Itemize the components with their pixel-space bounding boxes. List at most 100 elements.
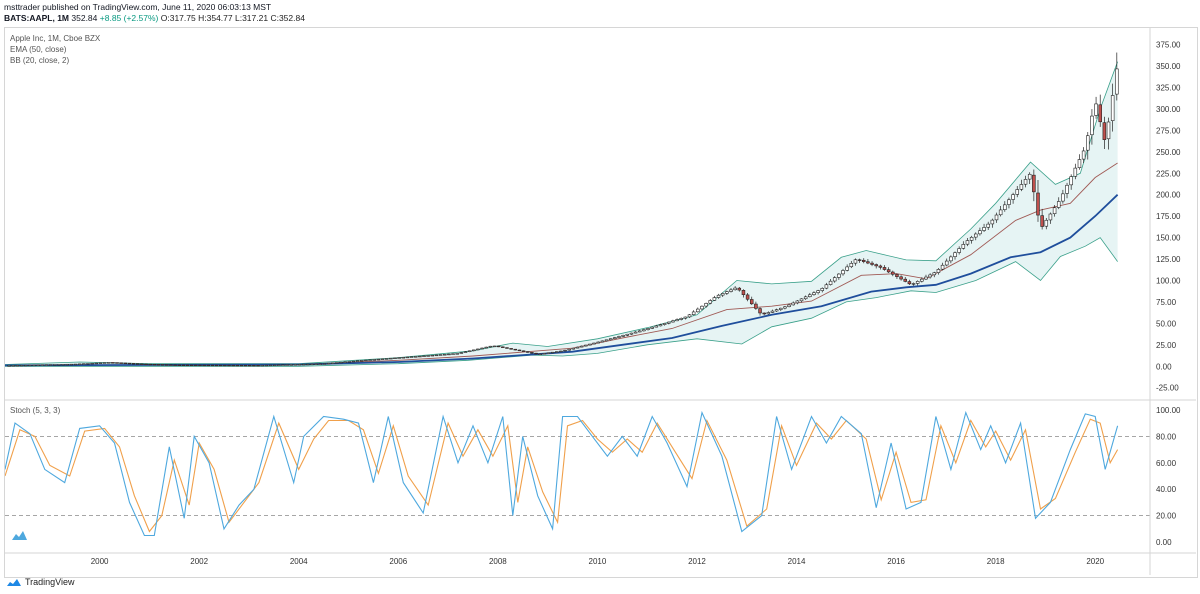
candle-body[interactable]: [1098, 104, 1102, 123]
candle-body[interactable]: [156, 364, 161, 366]
candle-body[interactable]: [144, 363, 148, 366]
candle-body[interactable]: [791, 302, 795, 306]
candle-body[interactable]: [974, 233, 978, 238]
candle-body[interactable]: [534, 352, 538, 355]
candle-body[interactable]: [812, 292, 816, 295]
candle-body[interactable]: [343, 361, 347, 363]
candle-body[interactable]: [243, 364, 248, 367]
candle-body[interactable]: [119, 362, 123, 364]
candle-body[interactable]: [940, 264, 945, 270]
candle-body[interactable]: [637, 330, 642, 333]
candle-body[interactable]: [542, 353, 547, 355]
candle-body[interactable]: [98, 362, 103, 364]
candle-body[interactable]: [1061, 193, 1065, 202]
candle-body[interactable]: [459, 352, 464, 354]
candle-body[interactable]: [546, 352, 551, 354]
candle-body[interactable]: [169, 364, 173, 366]
candle-body[interactable]: [484, 346, 488, 349]
candle-body[interactable]: [401, 357, 406, 359]
candle-body[interactable]: [136, 363, 140, 365]
candle-body[interactable]: [7, 365, 11, 367]
candle-body[interactable]: [44, 364, 49, 366]
candle-body[interactable]: [451, 353, 455, 355]
candle-body[interactable]: [405, 356, 410, 359]
candle-body[interactable]: [824, 284, 829, 289]
candle-body[interactable]: [911, 283, 916, 285]
candle-body[interactable]: [1007, 199, 1011, 205]
candle-body[interactable]: [691, 311, 696, 315]
candle-body[interactable]: [779, 307, 783, 310]
candle-body[interactable]: [442, 354, 447, 356]
candle-body[interactable]: [915, 281, 920, 284]
candle-body[interactable]: [1094, 103, 1098, 116]
candle-body[interactable]: [828, 280, 833, 285]
candle-body[interactable]: [924, 276, 928, 280]
candle-body[interactable]: [218, 364, 223, 367]
candle-body[interactable]: [248, 364, 252, 367]
candle-body[interactable]: [194, 364, 198, 367]
candle-body[interactable]: [1056, 201, 1061, 208]
candle-body[interactable]: [521, 350, 526, 352]
candle-body[interactable]: [32, 364, 36, 367]
candle-body[interactable]: [749, 299, 754, 305]
candle-body[interactable]: [90, 362, 94, 365]
candle-body[interactable]: [418, 355, 422, 358]
candle-body[interactable]: [559, 350, 563, 353]
candle-body[interactable]: [53, 364, 57, 366]
candle-body[interactable]: [69, 363, 74, 366]
candle-body[interactable]: [617, 336, 621, 338]
candle-body[interactable]: [783, 306, 787, 309]
candle-body[interactable]: [351, 360, 356, 363]
candle-body[interactable]: [936, 269, 941, 273]
candle-body[interactable]: [355, 360, 360, 362]
candle-body[interactable]: [907, 281, 912, 285]
candle-body[interactable]: [260, 364, 264, 367]
candle-body[interactable]: [152, 363, 157, 366]
candle-body[interactable]: [82, 363, 86, 365]
candle-body[interactable]: [1090, 115, 1094, 136]
candle-body[interactable]: [861, 259, 866, 262]
candle-body[interactable]: [368, 359, 372, 361]
candle-body[interactable]: [882, 267, 887, 270]
candle-body[interactable]: [488, 345, 493, 348]
candle-body[interactable]: [422, 355, 426, 357]
candle-body[interactable]: [608, 338, 613, 341]
candle-body[interactable]: [621, 335, 625, 337]
candle-body[interactable]: [513, 348, 518, 351]
candle-body[interactable]: [492, 345, 497, 348]
candle-body[interactable]: [766, 312, 771, 315]
candle-body[interactable]: [223, 364, 227, 367]
candle-body[interactable]: [961, 244, 966, 249]
candle-body[interactable]: [1011, 194, 1015, 200]
candle-body[interactable]: [86, 363, 90, 365]
candle-body[interactable]: [73, 363, 78, 366]
candle-body[interactable]: [409, 356, 414, 358]
candle-body[interactable]: [899, 276, 903, 280]
candle-body[interactable]: [613, 337, 617, 339]
candle-body[interactable]: [198, 364, 202, 367]
candle-body[interactable]: [795, 300, 800, 304]
candle-body[interactable]: [202, 364, 206, 367]
candle-body[interactable]: [550, 351, 555, 354]
candle-body[interactable]: [932, 272, 937, 276]
candle-body[interactable]: [745, 294, 750, 300]
candle-body[interactable]: [376, 358, 381, 361]
candle-body[interactable]: [517, 349, 522, 352]
candle-body[interactable]: [413, 356, 418, 358]
candle-body[interactable]: [708, 300, 713, 304]
candle-body[interactable]: [1040, 215, 1044, 227]
candle-body[interactable]: [434, 354, 439, 357]
tradingview-brand[interactable]: TradingView: [6, 577, 75, 587]
candle-body[interactable]: [94, 362, 99, 365]
candle-body[interactable]: [733, 287, 737, 291]
candle-body[interactable]: [397, 357, 401, 359]
candle-body[interactable]: [272, 364, 277, 367]
candle-body[interactable]: [754, 303, 758, 309]
candle-body[interactable]: [600, 340, 605, 343]
candle-body[interactable]: [525, 351, 530, 353]
candle-body[interactable]: [335, 362, 339, 364]
candle-body[interactable]: [1073, 167, 1078, 177]
candle-body[interactable]: [729, 289, 733, 292]
candle-body[interactable]: [501, 346, 505, 348]
